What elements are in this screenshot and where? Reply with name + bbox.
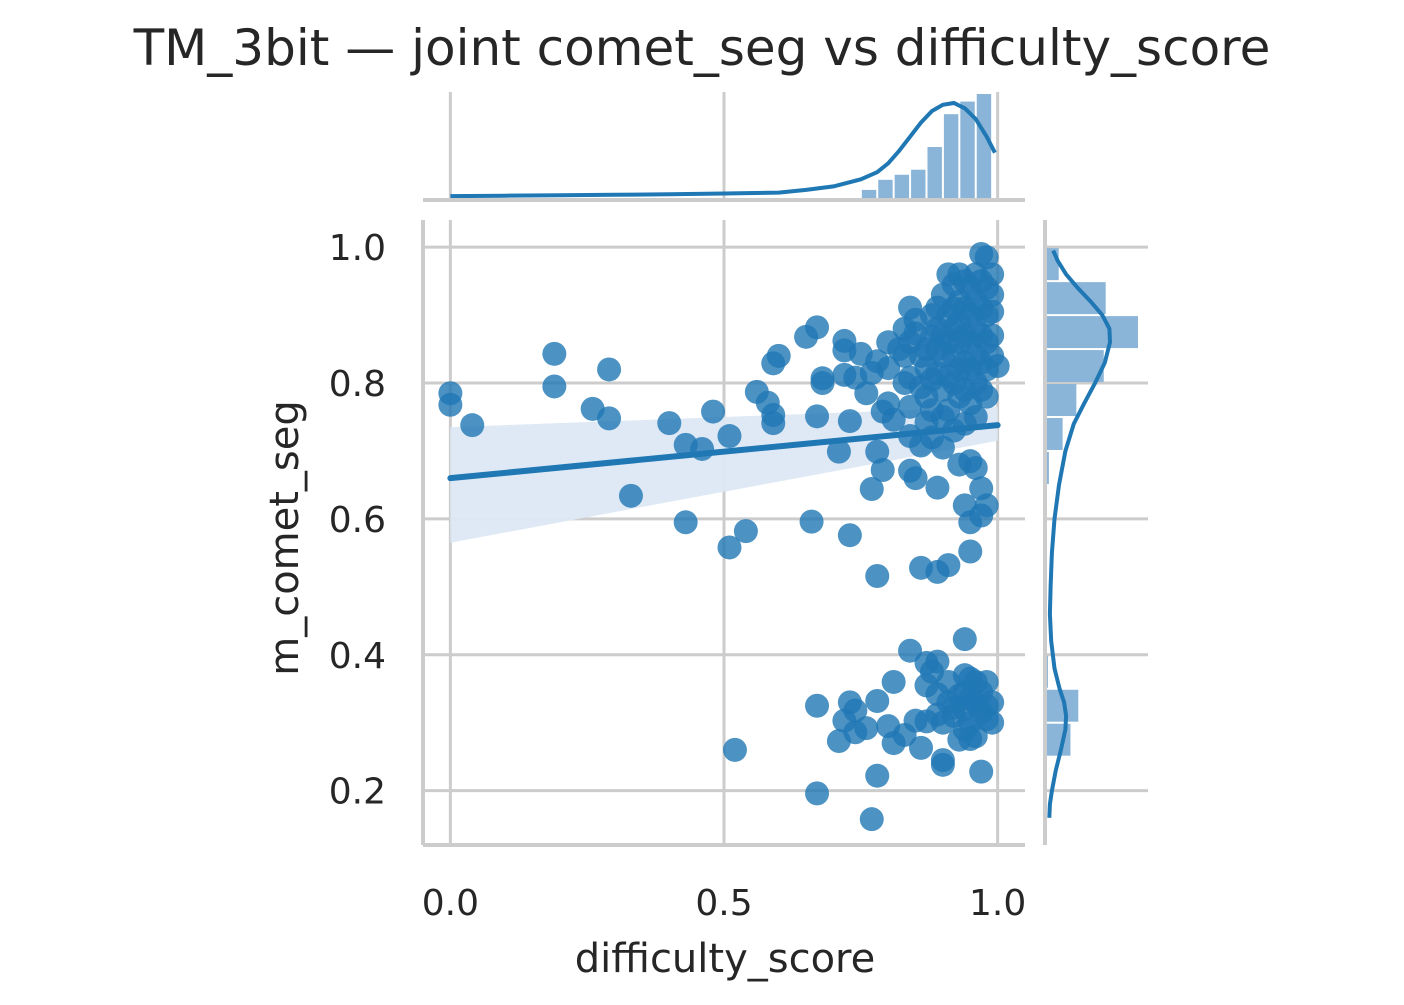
scatter-point: [805, 693, 830, 718]
scatter-point: [826, 439, 851, 464]
scatter-point: [903, 466, 928, 491]
scatter-point: [859, 477, 884, 502]
scatter-point: [865, 563, 890, 588]
scatter-point: [930, 435, 955, 460]
x-histogram-bar: [894, 174, 910, 200]
y-histogram-bar: [1045, 248, 1059, 281]
scatter-point: [597, 406, 622, 431]
x-histogram-bar: [943, 114, 959, 200]
x-axis-label: difficulty_score: [575, 936, 875, 982]
y-histogram-bar: [1045, 316, 1138, 349]
y-tick-label: 0.2: [329, 772, 386, 813]
x-tick-label: 0.0: [422, 883, 479, 924]
scatter-point: [958, 539, 983, 564]
scatter-point: [843, 698, 868, 723]
scatter-point: [673, 510, 698, 535]
scatter-point: [766, 343, 791, 368]
scatter-point: [799, 509, 824, 534]
scatter-point: [805, 315, 830, 340]
scatter-point: [963, 405, 988, 430]
right-marginal: [1043, 220, 1148, 845]
y-histogram-bar: [1045, 384, 1077, 417]
scatter-point: [870, 458, 895, 482]
y-tick-label: 0.6: [329, 500, 386, 541]
scatter-point: [925, 475, 950, 500]
scatter-point: [974, 669, 999, 694]
scatter-point: [805, 404, 830, 429]
scatter-point: [438, 392, 463, 417]
scatter-point: [832, 328, 857, 353]
scatter-point: [974, 493, 999, 518]
y-tick-label: 0.4: [329, 636, 386, 677]
y-tick-label: 0.8: [329, 364, 386, 405]
scatter-point: [854, 381, 879, 406]
scatter-point: [969, 759, 994, 784]
scatter-point: [810, 371, 835, 396]
scatter-point: [761, 402, 786, 427]
scatter-point: [963, 724, 988, 749]
scatter-point: [936, 553, 961, 578]
scatter-point: [881, 669, 906, 694]
scatter-point: [460, 413, 485, 438]
scatter-point: [837, 409, 862, 434]
scatter-point: [859, 807, 884, 832]
scatter-point: [980, 299, 1005, 324]
regression-line: [447, 422, 1001, 482]
x-histogram-bar: [960, 101, 975, 200]
x-histogram-bar: [911, 169, 926, 200]
x-histogram-bar: [976, 94, 992, 200]
main-plot-area: 0.0 0.5 1.0 0.2 0.4 0.6 0.8 1.0: [329, 220, 1026, 924]
scatter-point: [722, 737, 747, 762]
scatter-point: [657, 411, 682, 436]
chart-title: TM_3bit — joint comet_seg vs difficulty_…: [133, 19, 1271, 77]
top-marginal: [423, 92, 1025, 202]
scatter-point: [980, 282, 1005, 307]
x-histogram-bar: [861, 189, 877, 200]
scatter-point: [980, 262, 1005, 287]
y-histogram-bar: [1045, 418, 1063, 450]
scatter-point: [974, 384, 999, 409]
x-histogram-bar: [878, 179, 893, 200]
y-kde-curve: [1047, 249, 1113, 818]
scatter-point: [980, 710, 1005, 735]
scatter-point: [854, 716, 879, 741]
scatter-point: [963, 455, 988, 480]
scatter-point: [865, 688, 890, 713]
x-histogram-bar: [927, 147, 942, 200]
scatter-point: [618, 483, 643, 508]
scatter-point: [876, 356, 901, 381]
scatter-point: [881, 407, 906, 432]
scatter-point: [898, 638, 923, 663]
scatter-point: [865, 439, 890, 464]
x-tick-label: 1.0: [969, 883, 1026, 924]
scatter-point: [837, 523, 862, 548]
scatter-point: [597, 357, 622, 382]
scatter-point: [717, 535, 742, 560]
scatter-point: [930, 752, 955, 777]
y-axis-label: m_comet_seg: [262, 400, 308, 676]
scatter-point: [701, 399, 726, 424]
scatter-point: [980, 690, 1005, 715]
y-histogram-bar: [1045, 350, 1104, 383]
scatter-point: [542, 374, 567, 399]
scatter-point: [952, 627, 977, 652]
scatter-point: [985, 354, 1010, 379]
scatter-point: [805, 781, 830, 806]
scatter-point: [733, 519, 758, 544]
y-tick-label: 1.0: [329, 228, 386, 269]
scatter-point: [980, 323, 1005, 348]
scatter-point: [542, 341, 567, 366]
x-kde-curve: [450, 100, 997, 199]
x-tick-label: 0.5: [695, 883, 752, 924]
scatter-point: [909, 735, 934, 760]
scatter-point: [717, 424, 742, 449]
scatter-point: [865, 763, 890, 788]
scatter-point: [925, 649, 950, 674]
